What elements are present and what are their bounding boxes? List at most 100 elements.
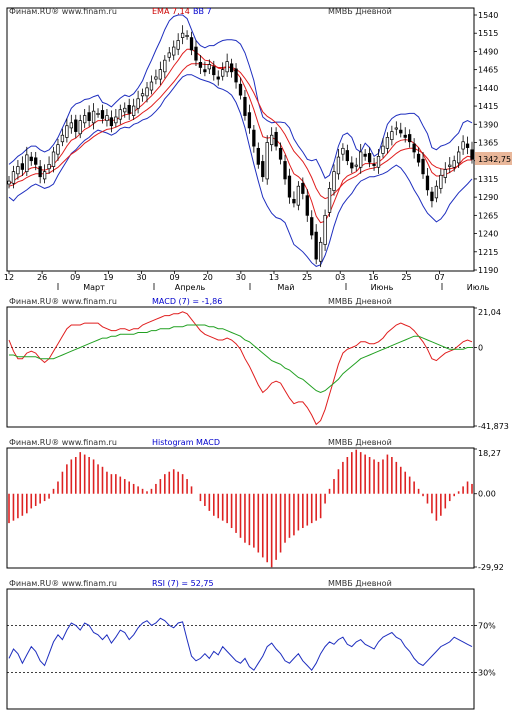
candle-body: [310, 217, 314, 236]
candle-body: [185, 35, 189, 37]
price-y-tick-label: 1215: [478, 248, 498, 257]
candle-body: [305, 195, 309, 216]
macd-panel-title: MACD (7) = -1,86: [152, 297, 222, 306]
date-tick-labels: 12 26 09 19 30 09 20 30 13 25 03 16 25 07: [4, 271, 445, 282]
candle-body: [341, 147, 345, 155]
candle-body: [408, 134, 412, 143]
candle-body: [20, 163, 25, 170]
macd-y-tick-label: -41,873: [478, 422, 509, 431]
macd-panel-source: Финам.RU® www.finam.ru: [9, 297, 117, 306]
date-tick-label: 03: [335, 273, 345, 282]
candle-body: [225, 61, 229, 73]
candle-body: [430, 191, 434, 202]
price-y-axis: 1540151514901465144014151390136513401315…: [474, 11, 498, 275]
rsi-reference-lines: [7, 625, 474, 673]
hist-panel-instrument: ММВБ Дневной: [328, 438, 392, 447]
rsi-series: [8, 617, 473, 672]
candle-body: [216, 76, 220, 80]
price-y-tick-label: 1190: [478, 266, 498, 275]
hist-y-axis: 18,27 0.00 -29,92: [474, 448, 504, 572]
candle-body: [176, 40, 180, 50]
price-y-tick-label: 1465: [478, 66, 498, 75]
last-price-label: 1342,75: [478, 155, 511, 164]
candle-body: [350, 162, 354, 169]
date-tick-label: 07: [434, 273, 444, 282]
candle-body: [212, 66, 216, 76]
candle-body: [34, 157, 38, 165]
macd-y-axis: 21,04 0 -41,873: [474, 307, 509, 431]
price-panel-indicators-ema: EMA 7,14: [152, 7, 190, 16]
candle-body: [252, 129, 256, 147]
candle-body: [145, 87, 149, 97]
month-label: Июнь: [371, 283, 394, 292]
candle-body: [270, 134, 274, 146]
candle-body: [421, 158, 425, 175]
candle-body: [461, 141, 465, 150]
candle-body: [87, 112, 91, 121]
candle-body: [323, 215, 327, 245]
hist-panel-title: Histogram MACD: [152, 438, 220, 447]
candle-body: [127, 104, 131, 114]
rsi-y-tick-label: 30%: [478, 669, 496, 678]
date-tick-label: 25: [302, 273, 312, 282]
hist-panel-source: Финам.RU® www.finam.ru: [9, 438, 117, 447]
candle-body: [403, 134, 407, 138]
candle-body: [123, 107, 127, 113]
macd-y-tick-label: 21,04: [478, 308, 501, 317]
date-tick-label: 16: [368, 273, 378, 282]
candle-body: [229, 63, 234, 73]
price-y-tick-label: 1365: [478, 139, 498, 148]
candle-body: [149, 81, 154, 91]
candle-body: [167, 52, 171, 58]
rsi-y-tick-label: 70%: [478, 621, 496, 630]
candle-body: [16, 166, 20, 175]
last-price-box: [475, 152, 512, 165]
month-label: Июль: [467, 283, 490, 292]
candle-body: [443, 169, 447, 178]
candle-body: [7, 180, 11, 185]
candle-body: [56, 144, 60, 155]
candle-body: [105, 115, 109, 121]
date-tick-label: 20: [203, 273, 213, 282]
candle-body: [439, 174, 443, 189]
candle-body: [234, 68, 238, 83]
candle-body: [74, 119, 78, 132]
candle-body: [180, 32, 185, 38]
candle-body: [163, 59, 167, 73]
price-y-tick-label: 1440: [478, 84, 498, 93]
candle-body: [376, 155, 381, 168]
candle-body: [367, 153, 372, 163]
month-labels: Март Апрель Май Июнь Июль: [57, 283, 490, 292]
candle-body: [114, 116, 118, 124]
candle-body: [243, 96, 247, 116]
candle-body: [154, 76, 158, 80]
date-tick-label: 25: [401, 273, 411, 282]
candle-body: [390, 131, 394, 140]
candle-body: [189, 37, 194, 51]
candle-body: [140, 93, 145, 97]
price-y-tick-label: 1490: [478, 47, 498, 56]
date-tick-label: 09: [70, 273, 80, 282]
histogram-panel: Финам.RU® www.finam.ru Histogram MACD ММ…: [6, 438, 504, 572]
candle-body: [136, 98, 140, 109]
macd-panel: Финам.RU® www.finam.ru MACD (7) = -1,86 …: [6, 297, 509, 431]
candle-body: [274, 131, 278, 147]
candle-body: [198, 62, 203, 68]
candle-body: [434, 185, 439, 199]
price-y-tick-label: 1315: [478, 175, 498, 184]
hist-y-tick-label: 18,27: [478, 449, 501, 458]
candle-body: [238, 83, 243, 96]
candle-body: [132, 105, 136, 116]
candle-body: [96, 113, 100, 115]
candle-body: [261, 161, 265, 178]
candle-body: [363, 153, 367, 157]
date-tick-label: 30: [136, 273, 146, 282]
price-y-tick-label: 1240: [478, 230, 498, 239]
candle-body: [203, 69, 207, 73]
macd-line: [8, 311, 473, 426]
rsi-plot-frame: [6, 588, 475, 710]
candle-body: [42, 171, 47, 180]
candle-body: [470, 149, 474, 160]
price-y-tick-label: 1390: [478, 120, 498, 129]
candle-body: [91, 110, 96, 124]
